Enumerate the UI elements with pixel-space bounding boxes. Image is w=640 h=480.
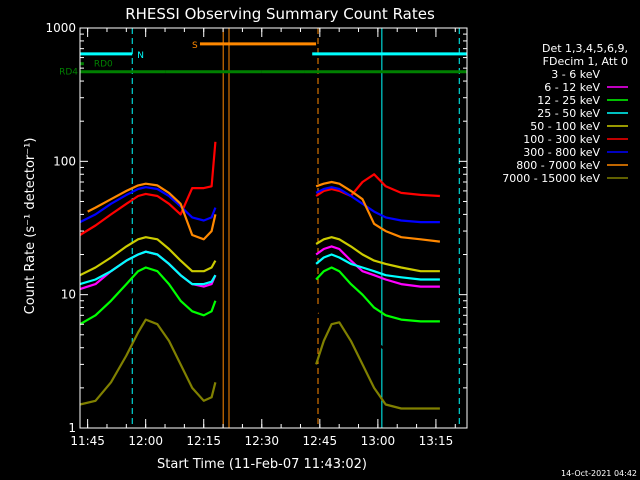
- x-tick-label-6: 13:15: [419, 434, 454, 448]
- series-line-8-seg1: [79, 318, 217, 406]
- series-line-4-seg1: [79, 236, 217, 277]
- legend-label-7: 800 - 7000 keV: [516, 159, 600, 172]
- legend-label-6: 300 - 800 keV: [523, 146, 600, 159]
- series-line-0-seg2: [315, 288, 440, 359]
- series-line-2-seg1: [79, 266, 217, 326]
- legend-label-1: 6 - 12 keV: [544, 81, 600, 94]
- y-tick-label-1: 10: [61, 288, 76, 302]
- state-label-1: RD0: [94, 60, 113, 70]
- legend-label-5: 100 - 300 keV: [523, 133, 600, 146]
- legend-label-8: 7000 - 15000 keV: [502, 172, 600, 185]
- legend-label-3: 25 - 50 keV: [537, 107, 600, 120]
- axes-frame: [79, 27, 468, 429]
- x-tick-label-4: 12:45: [303, 434, 338, 448]
- legend-header-0: Det 1,3,4,5,6,9,: [542, 42, 628, 55]
- y-axis-label: Count Rate (s⁻¹ detector⁻¹): [23, 138, 38, 315]
- plot-area: N RD0 S RD4 1 10 100 1000 11:45 12:00 12:15 12:30 12…: [45, 21, 468, 448]
- series-line-6-seg2: [315, 186, 440, 224]
- x-tick-label-0: 11:45: [70, 434, 105, 448]
- series-line-6-seg1: [79, 186, 217, 224]
- x-tick-label-2: 12:15: [186, 434, 221, 448]
- chart-title: RHESSI Observing Summary Count Rates: [125, 5, 435, 23]
- state-label-3: RD4: [59, 68, 78, 78]
- legend: Det 1,3,4,5,6,9,FDecim 1, Att 03 - 6 keV…: [502, 42, 628, 185]
- legend-label-0: 3 - 6 keV: [551, 68, 600, 81]
- series-line-5-seg1: [79, 141, 217, 236]
- series-line-7-seg2: [315, 180, 441, 243]
- series-line-1-seg2: [315, 245, 440, 288]
- x-axis-label: Start Time (11-Feb-07 11:43:02): [157, 457, 367, 472]
- series-line-2-seg2: [315, 266, 440, 323]
- legend-label-2: 12 - 25 keV: [537, 94, 600, 107]
- state-label-0: N: [137, 51, 144, 61]
- series-line-0-seg1: [79, 274, 217, 357]
- series-line-8-seg2: [315, 321, 440, 410]
- legend-label-4: 50 - 100 keV: [530, 120, 600, 133]
- x-tick-label-3: 12:30: [244, 434, 279, 448]
- state-label-2: S: [192, 41, 198, 51]
- series-line-3-seg2: [315, 253, 440, 281]
- series-line-3-seg1: [79, 250, 217, 286]
- y-tick-label-3: 1000: [45, 21, 76, 35]
- x-tick-label-1: 12:00: [128, 434, 163, 448]
- series-line-4-seg2: [315, 236, 440, 273]
- series-line-5-seg2: [315, 173, 440, 198]
- timestamp: 14-Oct-2021 04:42: [561, 469, 637, 478]
- x-tick-label-5: 13:00: [361, 434, 396, 448]
- y-tick-label-2: 100: [53, 154, 76, 168]
- y-tick-label-0: 1: [68, 421, 76, 435]
- series-line-7-seg1: [87, 182, 217, 241]
- legend-header-1: FDecim 1, Att 0: [543, 55, 628, 68]
